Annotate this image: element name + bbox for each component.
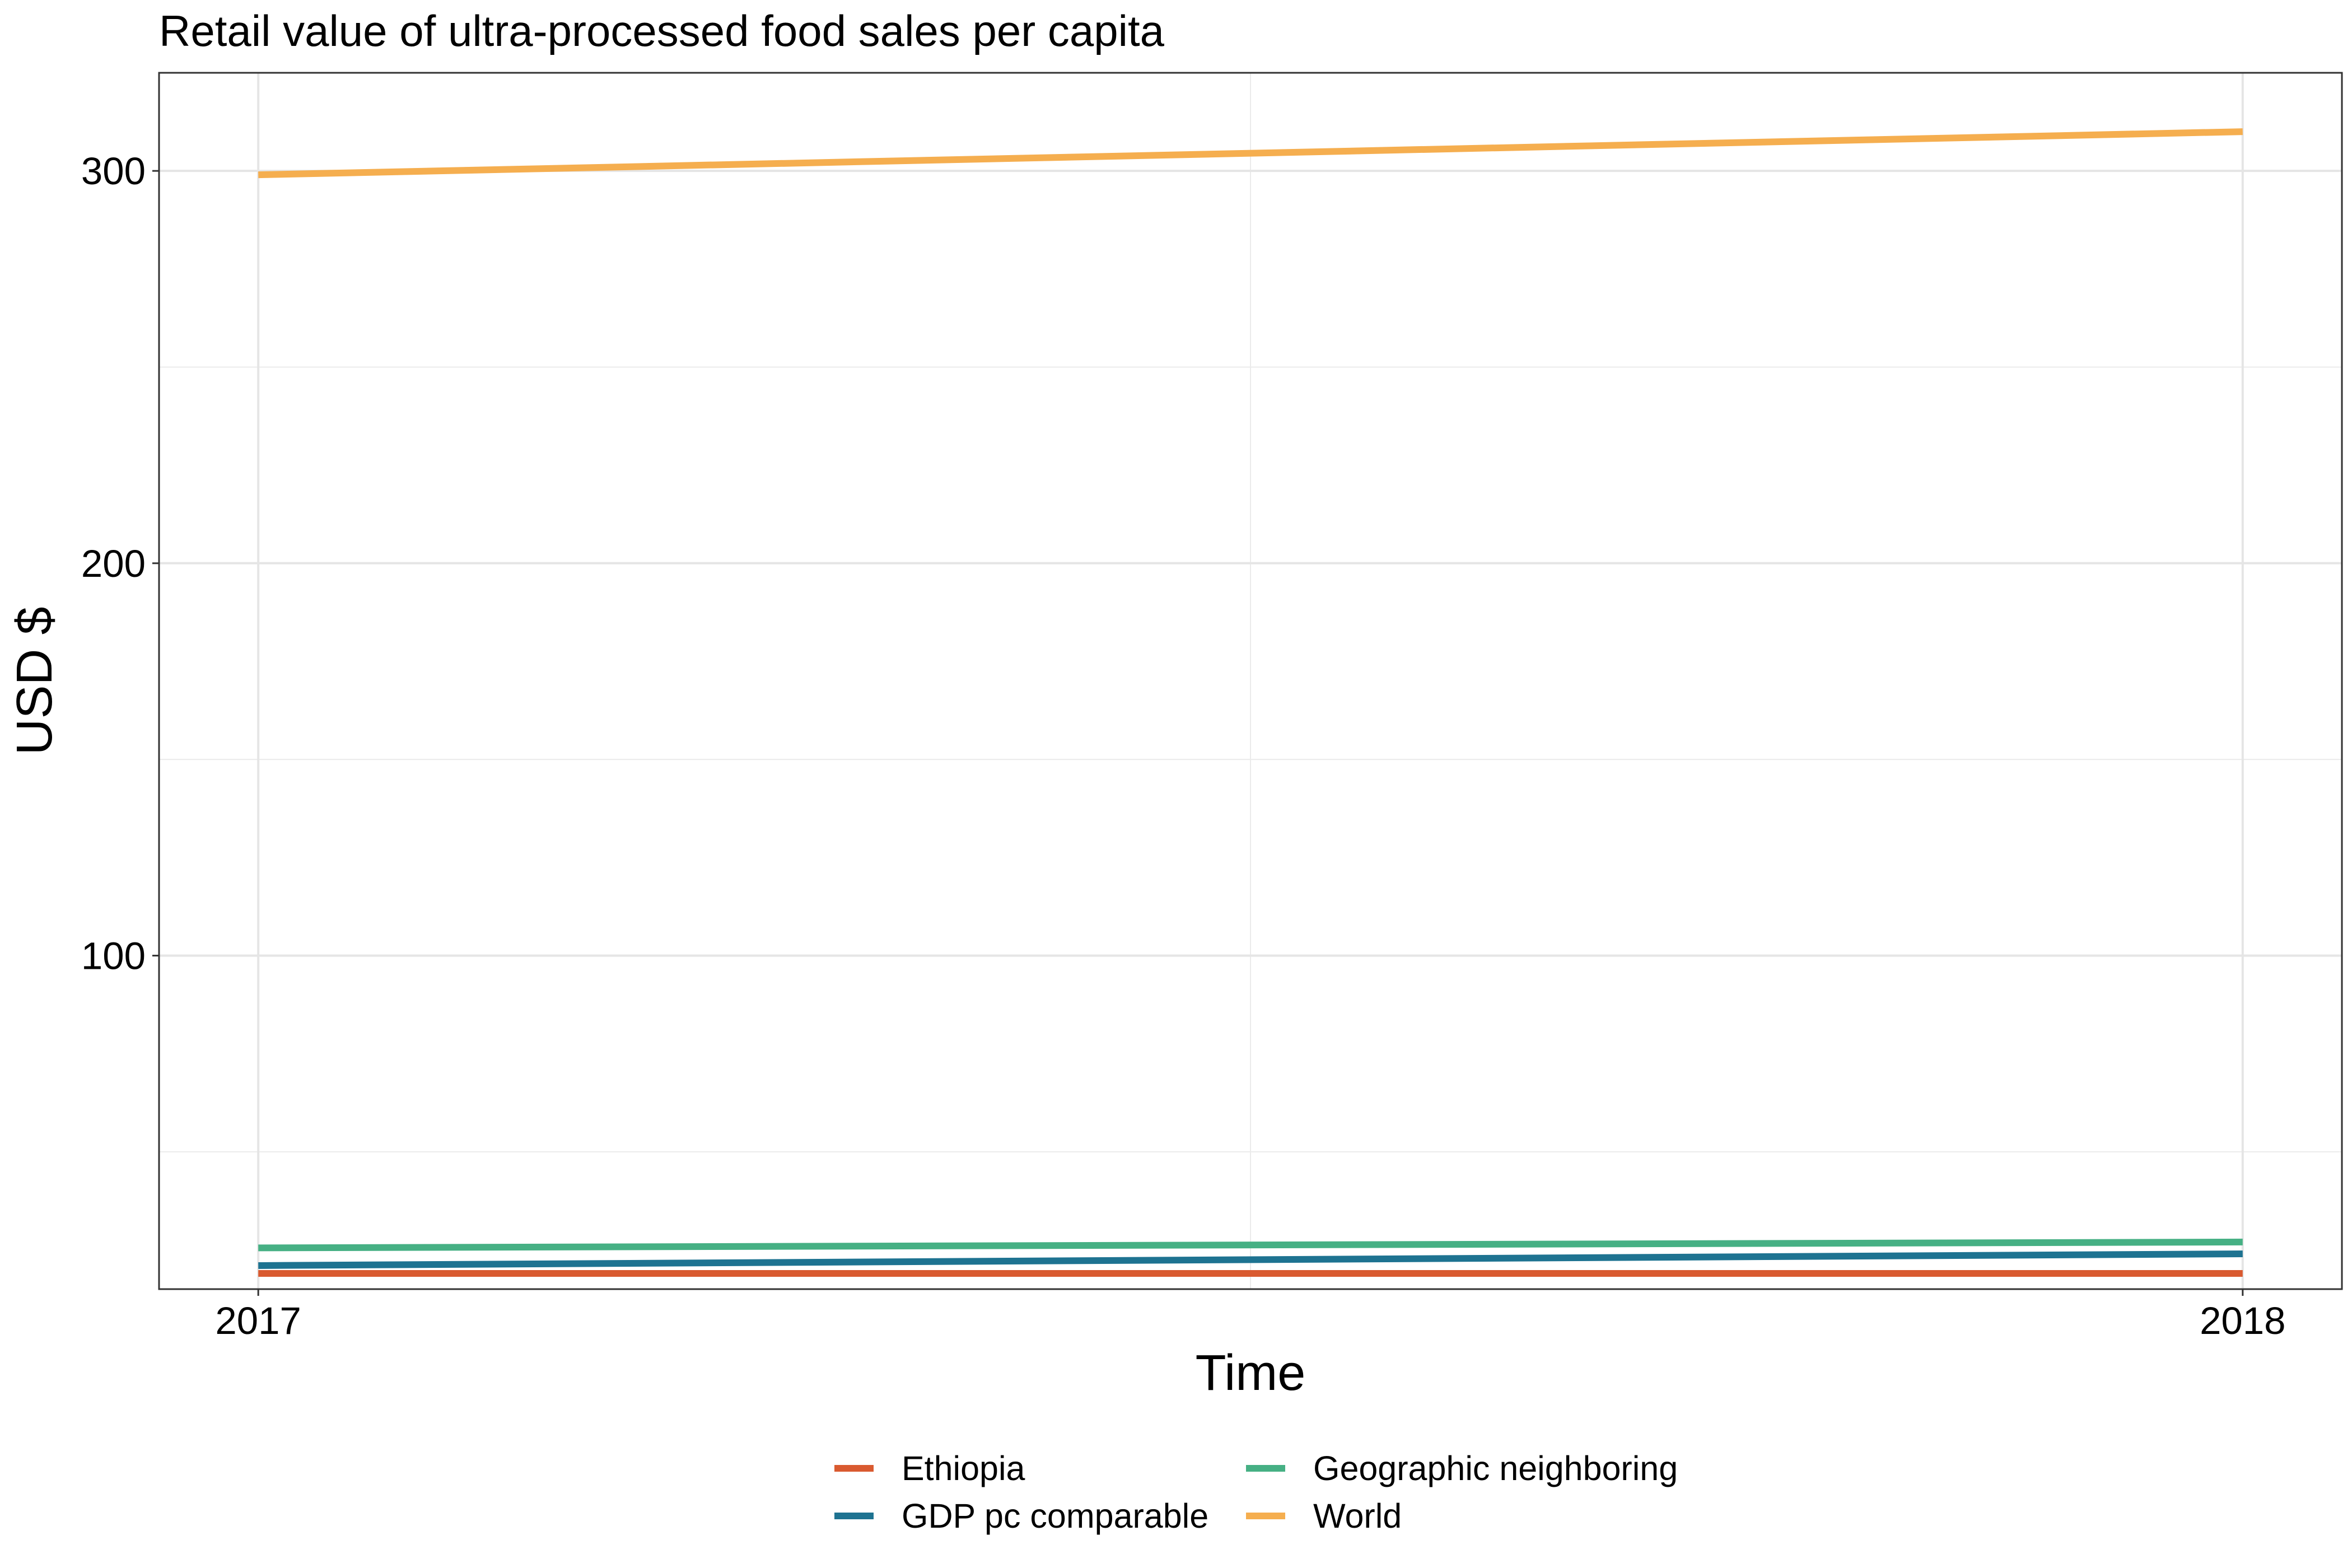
y-tick-label: 300: [81, 150, 146, 193]
legend-label: GDP pc comparable: [902, 1497, 1208, 1535]
x-tick-label: 2017: [215, 1299, 301, 1342]
y-axis-label: USD $: [7, 606, 63, 755]
plot-panel-border: [158, 72, 2343, 1290]
x-axis-ticks: 2017 2018: [215, 1289, 2286, 1342]
series-line-geographic-neighboring: [258, 1238, 2243, 1252]
legend-label: Geographic neighboring: [1313, 1449, 1678, 1487]
x-axis-label: Time: [1196, 1345, 1306, 1401]
series-line-gdp-pc-comparable: [258, 1250, 2243, 1269]
chart-title: Retail value of ultra-processed food sal…: [159, 6, 1165, 55]
grid-minor: [159, 73, 2342, 1289]
y-tick-label: 100: [81, 934, 146, 977]
y-tick-label: 200: [81, 542, 146, 585]
x-tick-label: 2018: [2200, 1299, 2286, 1342]
legend: Ethiopia GDP pc comparable Geographic neig…: [834, 1449, 1678, 1535]
series-lines: [258, 128, 2243, 1277]
legend-label: Ethiopia: [902, 1449, 1025, 1487]
series-line-world: [258, 128, 2243, 179]
y-axis-ticks: 100 200 300: [81, 150, 159, 977]
legend-label: World: [1313, 1497, 1402, 1535]
